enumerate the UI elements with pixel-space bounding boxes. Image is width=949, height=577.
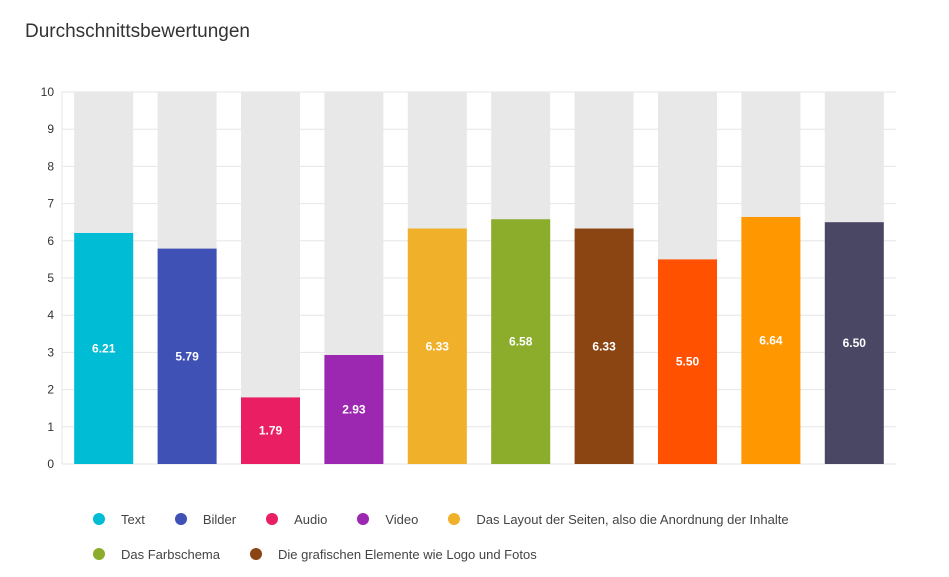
legend-item[interactable]: Audio: [266, 512, 327, 527]
legend-row: Das Farbschema Die grafischen Elemente wi…: [93, 542, 913, 566]
legend-dot-icon: [93, 548, 105, 560]
legend-label: Das Farbschema: [121, 546, 220, 562]
bar[interactable]: [824, 222, 884, 464]
y-tick-label: 3: [47, 345, 54, 359]
y-tick-label: 7: [47, 197, 54, 211]
legend-dot-icon: [249, 548, 262, 560]
y-tick-label: 6: [47, 234, 54, 248]
legend-item[interactable]: Das Layout der Seiten, also die Anordnun…: [448, 511, 789, 527]
bar-value-label: 6.33: [592, 339, 616, 353]
bar-chart: 0 1 2 3 4 5 6 7 8 9 10 6.21 5.79 1.79 2.93 6.33 6.58 6.33…: [41, 85, 896, 471]
bar[interactable]: [74, 232, 134, 464]
legend-row: Text Bilder Audio Video Das Layout der Seite…: [93, 507, 913, 531]
y-tick-label: 5: [47, 271, 54, 285]
y-tick-label: 4: [47, 308, 54, 322]
legend-item[interactable]: Video: [357, 512, 418, 527]
legend-label: Bilder: [202, 511, 237, 527]
legend-label: Video: [385, 511, 419, 527]
legend-item[interactable]: Bilder: [174, 511, 237, 527]
bar-value-label: 6.64: [759, 333, 783, 347]
legend-item[interactable]: Text: [93, 512, 145, 527]
chart-legend: Text Bilder Audio Video Das Layout der Seite…: [93, 507, 913, 577]
legend-dot-icon: [448, 513, 461, 525]
y-tick-label: 2: [47, 383, 54, 397]
bar[interactable]: [741, 216, 801, 464]
y-tick-label: 10: [41, 85, 55, 99]
bar-value-label: 5.50: [676, 355, 700, 369]
bar-value-label: 2.93: [342, 403, 366, 417]
bar-value-label: 5.79: [175, 349, 199, 363]
legend-label: Die grafischen Elemente wie Logo und Fot…: [277, 546, 537, 562]
legend-item[interactable]: Das Farbschema: [93, 547, 220, 562]
legend-dot-icon: [93, 513, 105, 525]
legend-item[interactable]: Die grafischen Elemente wie Logo und Fot…: [249, 546, 537, 562]
bar-value-label: 6.21: [92, 341, 116, 355]
y-tick-label: 0: [47, 457, 54, 471]
y-tick-label: 9: [47, 122, 54, 136]
y-tick-label: 1: [47, 420, 54, 434]
bar[interactable]: [491, 219, 551, 464]
bar-value-label: 6.33: [426, 339, 450, 353]
bar-value-label: 6.50: [843, 336, 867, 350]
bar[interactable]: [157, 248, 217, 464]
legend-dot-icon: [266, 513, 279, 525]
bar-value-label: 1.79: [259, 424, 283, 438]
bar[interactable]: [324, 355, 384, 464]
bar[interactable]: [574, 228, 634, 464]
legend-dot-icon: [357, 513, 370, 525]
bar[interactable]: [241, 397, 300, 464]
legend-label: Audio: [294, 511, 328, 527]
bar[interactable]: [407, 228, 467, 464]
bar-value-label: 6.58: [509, 335, 533, 349]
legend-label: Text: [121, 511, 145, 527]
legend-label: Das Layout der Seiten, also die Anordnun…: [476, 511, 789, 527]
chart-title: Durchschnittsbewertungen: [25, 21, 250, 42]
legend-dot-icon: [174, 513, 187, 525]
y-tick-label: 8: [47, 159, 54, 173]
bar[interactable]: [658, 259, 717, 464]
